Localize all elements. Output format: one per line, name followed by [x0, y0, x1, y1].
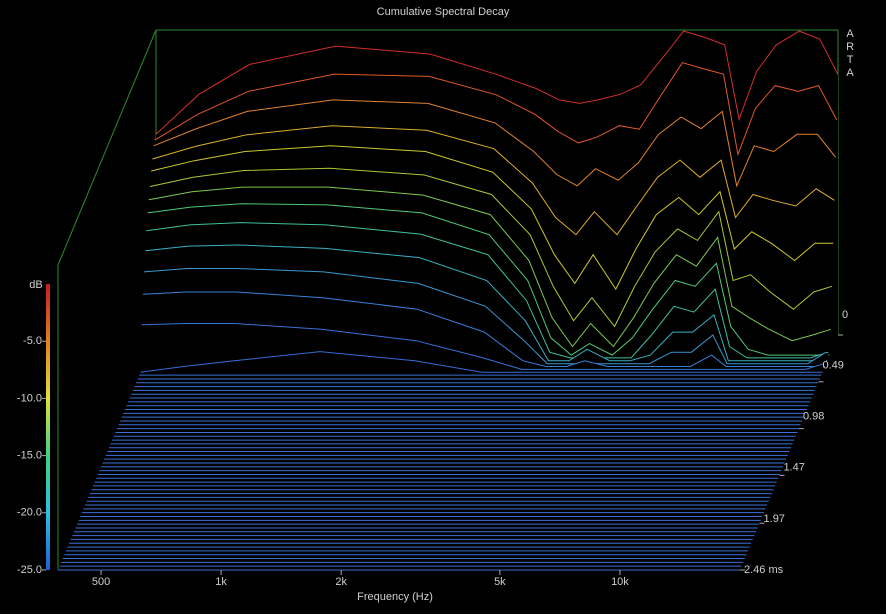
time-tick-label: 0.98	[803, 410, 824, 422]
watermark: ARTA	[844, 28, 856, 80]
decay-line	[155, 30, 839, 135]
decay-line	[148, 186, 831, 348]
decay-line	[147, 203, 830, 356]
occluder	[140, 351, 823, 373]
colorbar-tick-label: -20.0	[17, 507, 42, 519]
decay-line	[153, 99, 836, 188]
colorbar-tick-label: -5.0	[23, 335, 42, 347]
decay-line	[151, 145, 834, 291]
time-tick-label: 1.47	[783, 461, 804, 473]
decay-line	[145, 244, 828, 362]
decay-line	[142, 291, 825, 367]
time-tick-label: 0.49	[822, 360, 843, 372]
x-tick-label: 2k	[335, 576, 347, 588]
decay-line	[154, 62, 838, 157]
colorbar-tick-label: -15.0	[17, 450, 42, 462]
x-tick-label: 500	[92, 576, 110, 588]
decay-line	[141, 323, 824, 370]
colorbar-tick-label: -10.0	[17, 392, 42, 404]
decay-line	[140, 351, 823, 373]
time-tick-label: 2.46 ms	[744, 564, 784, 576]
decay-line	[152, 125, 835, 236]
time-tick-label: 0	[842, 309, 848, 321]
colorbar	[46, 284, 50, 570]
colorbar-label: dB	[29, 279, 42, 291]
time-tick-label: 1.97	[764, 513, 785, 525]
frame	[57, 29, 157, 266]
x-tick-label: 10k	[611, 576, 629, 588]
colorbar-tick-label: -25.0	[17, 564, 42, 576]
decay-line	[146, 222, 829, 359]
x-tick-label: 1k	[215, 576, 227, 588]
x-axis-label: Frequency (Hz)	[357, 591, 433, 603]
chart-title: Cumulative Spectral Decay	[377, 6, 510, 18]
decay-line	[143, 268, 827, 365]
x-tick-label: 5k	[494, 576, 506, 588]
decay-line	[149, 167, 833, 328]
